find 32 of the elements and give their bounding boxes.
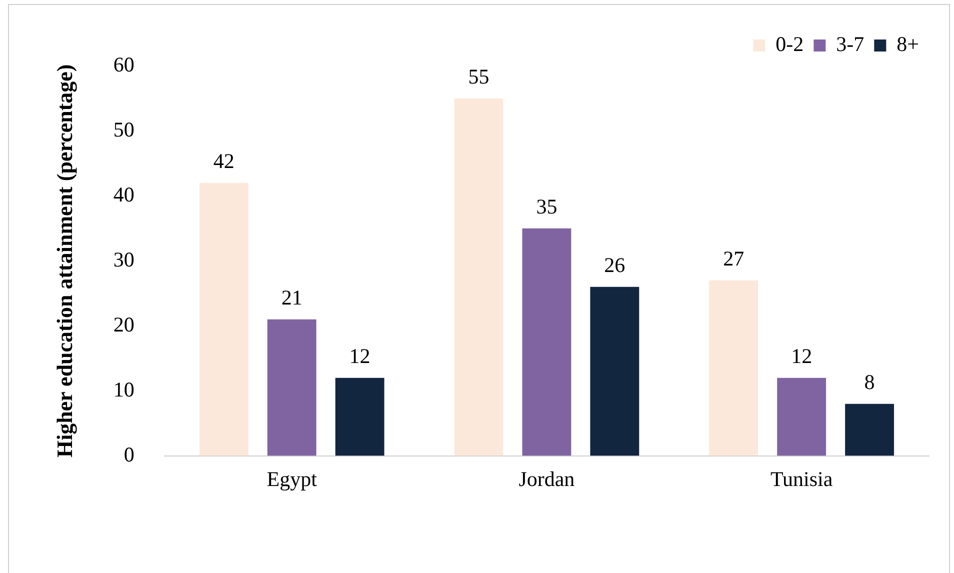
- data-label: 42: [213, 148, 234, 173]
- y-tick-label: 50: [113, 117, 134, 142]
- y-tick-label: 20: [113, 312, 134, 336]
- x-tick-label: Egypt: [266, 466, 318, 491]
- bar: [454, 98, 504, 456]
- data-label: 12: [349, 344, 370, 368]
- data-label: 8: [864, 370, 875, 394]
- y-tick-label: 60: [113, 52, 134, 77]
- bar: [777, 378, 826, 456]
- data-label: 55: [468, 64, 490, 88]
- bar: [335, 378, 384, 456]
- data-label: 27: [723, 246, 744, 270]
- legend-label: 8+: [896, 32, 919, 56]
- x-tick-label: Tunisia: [770, 466, 834, 491]
- bar: [267, 319, 316, 456]
- y-tick-label: 10: [113, 377, 134, 402]
- y-tick-label: 0: [124, 442, 134, 466]
- data-label: 12: [791, 344, 812, 368]
- data-label: 26: [604, 252, 626, 277]
- y-tick-label: 40: [113, 182, 134, 206]
- y-axis-title: Higher education attainment (percentage): [52, 64, 77, 458]
- y-tick-label: 30: [113, 247, 134, 272]
- x-tick-label: Jordan: [518, 466, 576, 491]
- data-label: 21: [281, 285, 302, 310]
- legend-label: 0-2: [776, 32, 804, 56]
- bar: [845, 404, 894, 456]
- legend-label: 3-7: [836, 32, 864, 56]
- bar: [199, 182, 248, 456]
- bar: [522, 228, 572, 456]
- bar: [709, 280, 758, 456]
- bar: [590, 286, 640, 456]
- data-label: 35: [536, 194, 558, 218]
